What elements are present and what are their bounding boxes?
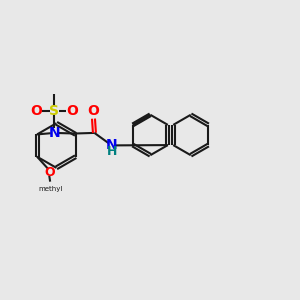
Text: methyl: methyl — [38, 186, 62, 192]
Text: S: S — [49, 103, 59, 118]
Text: O: O — [66, 103, 78, 118]
Text: O: O — [44, 166, 55, 179]
Text: O: O — [87, 104, 99, 118]
Text: N: N — [49, 126, 60, 140]
Text: H: H — [107, 146, 118, 158]
Text: N: N — [106, 138, 118, 152]
Text: O: O — [31, 103, 42, 118]
